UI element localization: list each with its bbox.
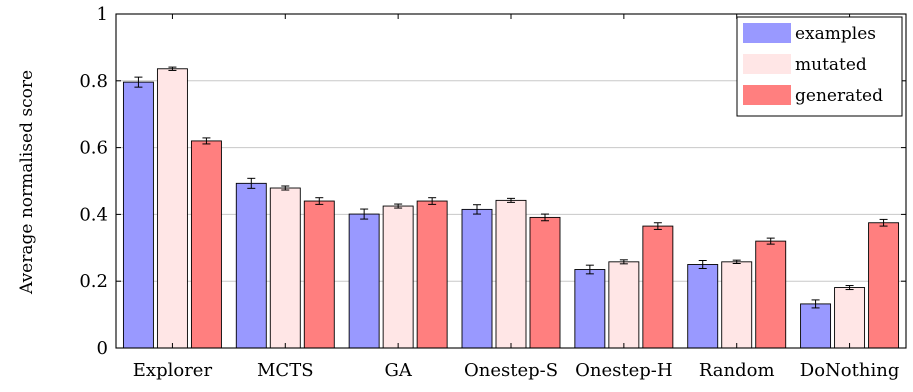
legend-swatch-generated — [743, 85, 791, 105]
plot-frame — [115, 13, 907, 349]
x-tick-label: Onestep-S — [464, 360, 558, 381]
y-tick-label: 1 — [97, 4, 108, 25]
error-bar — [247, 177, 256, 189]
y-tick-label: 0.6 — [79, 138, 108, 159]
y-tick-label: 0.8 — [79, 71, 108, 92]
bar-mutated — [834, 287, 866, 349]
error-bar — [811, 299, 820, 309]
error-bar — [619, 259, 628, 265]
x-tick-label: GA — [384, 360, 412, 381]
bar-mutated — [269, 187, 301, 349]
x-tick-label: Random — [699, 360, 775, 381]
bar-examples — [122, 81, 154, 349]
y-tick-label: 0.2 — [79, 271, 108, 292]
bar-generated — [529, 216, 561, 349]
error-bar — [168, 66, 177, 71]
error-bar — [766, 237, 775, 245]
error-bar — [134, 76, 143, 88]
legend-label-mutated: mutated — [795, 55, 867, 75]
error-bar — [507, 197, 515, 203]
bar-examples — [800, 303, 832, 349]
bar-mutated — [608, 261, 640, 349]
error-bar — [541, 213, 549, 222]
x-tick-label: Explorer — [133, 360, 213, 381]
bar-generated — [755, 240, 787, 349]
legend: examples mutated generated — [736, 16, 903, 117]
legend-label-examples: examples — [795, 24, 876, 44]
error-bar — [473, 204, 481, 215]
bar-examples — [348, 213, 380, 349]
x-tick-label: Onestep-H — [575, 360, 672, 381]
error-bar — [202, 137, 211, 145]
bar-generated — [303, 200, 335, 349]
bar-generated — [642, 225, 674, 349]
bar-generated — [868, 222, 900, 349]
legend-label-generated: generated — [795, 86, 883, 106]
axes: 0 0.2 0.4 0.6 0.8 1 Explorer MCTS GA Onestep-S One… — [79, 4, 907, 381]
bar-examples — [235, 182, 267, 349]
error-bar — [315, 197, 324, 205]
bar-mutated — [721, 261, 753, 349]
error-bar — [732, 259, 741, 264]
error-bar — [428, 197, 437, 205]
bar-examples — [687, 264, 719, 349]
x-tick-label: MCTS — [257, 360, 314, 381]
bar-generated — [190, 140, 222, 349]
error-bar — [879, 218, 888, 227]
x-tick-label: DoNothing — [800, 360, 900, 381]
bar-mutated — [382, 205, 414, 349]
y-tick-label: 0.4 — [79, 204, 108, 225]
y-tick-label: 0 — [97, 338, 108, 359]
error-bar — [281, 185, 290, 191]
legend-swatch-examples — [743, 23, 791, 43]
error-bar — [698, 259, 707, 270]
error-bar — [585, 264, 594, 275]
bar-generated — [416, 200, 448, 349]
bar-mutated — [156, 68, 188, 349]
legend-swatch-mutated — [743, 54, 791, 74]
bar-examples — [461, 208, 493, 349]
bar-mutated — [495, 199, 527, 349]
error-bar — [360, 208, 369, 220]
y-axis-title: Average normalised score — [17, 70, 37, 295]
error-bar — [845, 285, 854, 291]
error-bar — [653, 222, 662, 230]
bar-examples — [574, 269, 606, 349]
error-bar — [394, 203, 403, 209]
